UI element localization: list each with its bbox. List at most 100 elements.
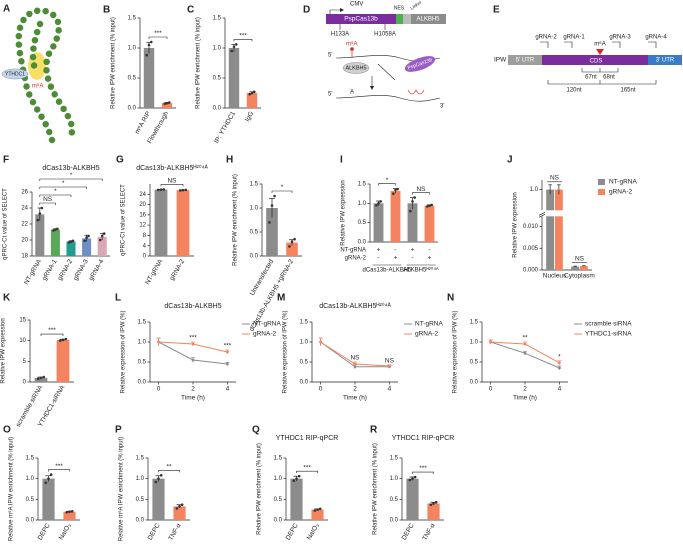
axis-break [539,210,593,217]
legend-label: NT-gRNA [609,179,637,186]
bar [311,509,324,520]
y-tick-label: 1.5 [138,320,147,326]
y-axis-label: Relative IPW expression [513,192,519,257]
data-point [434,500,438,504]
y-axis-label: Relative IPW enrichment (% input) [373,443,379,535]
ythdc1-protein [1,68,29,80]
y-tick-label: 1.5 [26,456,35,462]
line-marker [191,342,195,346]
significance-label: * [54,188,57,195]
y-axis-label: Relative IPW enrichment (% input) [196,17,202,109]
mutation-label: H133A [331,32,349,38]
arrowhead [340,8,344,12]
significance-bracket [158,470,180,473]
data-point [159,188,163,191]
y-tick-label: 1.5 [128,16,137,22]
y-tick-label: 1.0 [213,46,222,52]
data-point [52,229,55,232]
guide-label: gRNA-2 [535,35,557,41]
y-tick-label: 1.5 [136,456,145,462]
significance-label: NS [385,358,395,365]
significance-label: *** [239,33,247,40]
significance-label: *** [48,327,56,334]
x-tick-label: DEPC [37,522,52,541]
line-marker [226,350,229,354]
data-point [413,196,416,199]
y-tick-label: 1.0 [128,46,137,52]
bar [286,242,298,256]
y-tick-label: 15 [19,318,26,324]
panel-letter: P [115,425,122,436]
data-point [167,101,171,104]
line-marker [523,342,527,346]
y-axis-label: Relative IPW expression [341,180,347,245]
y-tick-label: 0.5 [136,497,145,503]
y-axis-label: Relative IPW enrichment (% input) [233,174,239,266]
x-tick-label: 4 [226,386,230,393]
gene-label: IPW [494,57,507,64]
y-tick-label: 1.5 [358,182,367,188]
y-tick-label: 1.5 [470,320,479,326]
data-point [313,509,317,512]
line-marker [388,364,391,368]
significance-label: * [70,172,73,179]
data-point [47,477,50,480]
bar [56,339,70,382]
bar [407,203,418,242]
condition-name: NT-gRNA [340,248,366,254]
data-point [40,206,44,210]
data-point [68,510,71,514]
panel-letter: H [226,155,233,166]
data-point [413,475,417,479]
y-tick-label: 1.5 [213,16,222,22]
panel-letter: J [507,155,513,166]
panel-letter: K [3,293,11,304]
y-axis-label: Relative expression of IPW (%) [283,310,289,393]
x-tick-label: 4 [558,386,562,393]
data-point [290,240,294,243]
distance-bracket [547,80,657,85]
data-point [178,505,181,508]
significance-label: NS [416,186,426,193]
data-point [429,503,433,507]
data-point [44,481,48,485]
x-tick-label: gRNA-4 [88,258,106,282]
y-tick-label: 0.0 [26,518,35,524]
significance-bracket [296,470,318,474]
significance-bracket [378,183,396,186]
domain-label: NES [394,5,405,11]
y-tick-label: 0.5 [274,497,283,503]
data-point [248,92,252,96]
x-tick-label: 0 [489,386,493,393]
y-tick-label: 26 [21,190,28,196]
significance-label: ** [522,335,528,342]
bar [266,208,278,256]
guide-arrow [540,41,549,48]
y-tick-label: 0.5 [390,497,399,503]
data-point [38,212,42,215]
y-tick-label: 1.0 [26,476,35,482]
x-axis-label: Time (h) [513,395,537,402]
data-point [394,188,397,192]
data-point [163,102,167,106]
x-tick-label: NaIO₃ [306,522,321,541]
y-tick-label: 1.0 [470,340,479,346]
m6a-label: m⁶A [32,83,43,90]
chart-title: dCas13b-ALKBH5ᴴ²⁰⁴ᴬ [319,302,391,310]
y-tick-label: 0.0 [138,380,147,386]
bar [406,478,419,520]
y-axis-label: Relative IPW expression [1,318,7,383]
line-marker [191,358,195,362]
y-axis-label: Relative m⁶A IPW enrichment (% input) [8,437,15,542]
y-tick-label: 1.0 [530,187,539,193]
data-point [36,377,40,380]
legend-swatch [598,179,605,185]
x-tick-label: IP: YTHDC1 [213,110,237,145]
pspcas13b-protein [404,56,436,72]
x-tick-label: m⁶A RIP [134,110,152,135]
data-point [145,53,149,57]
y-tick-label: 0.5 [300,360,309,366]
y-tick-label: 12 [139,223,146,229]
y-tick-label: 24 [21,206,28,212]
